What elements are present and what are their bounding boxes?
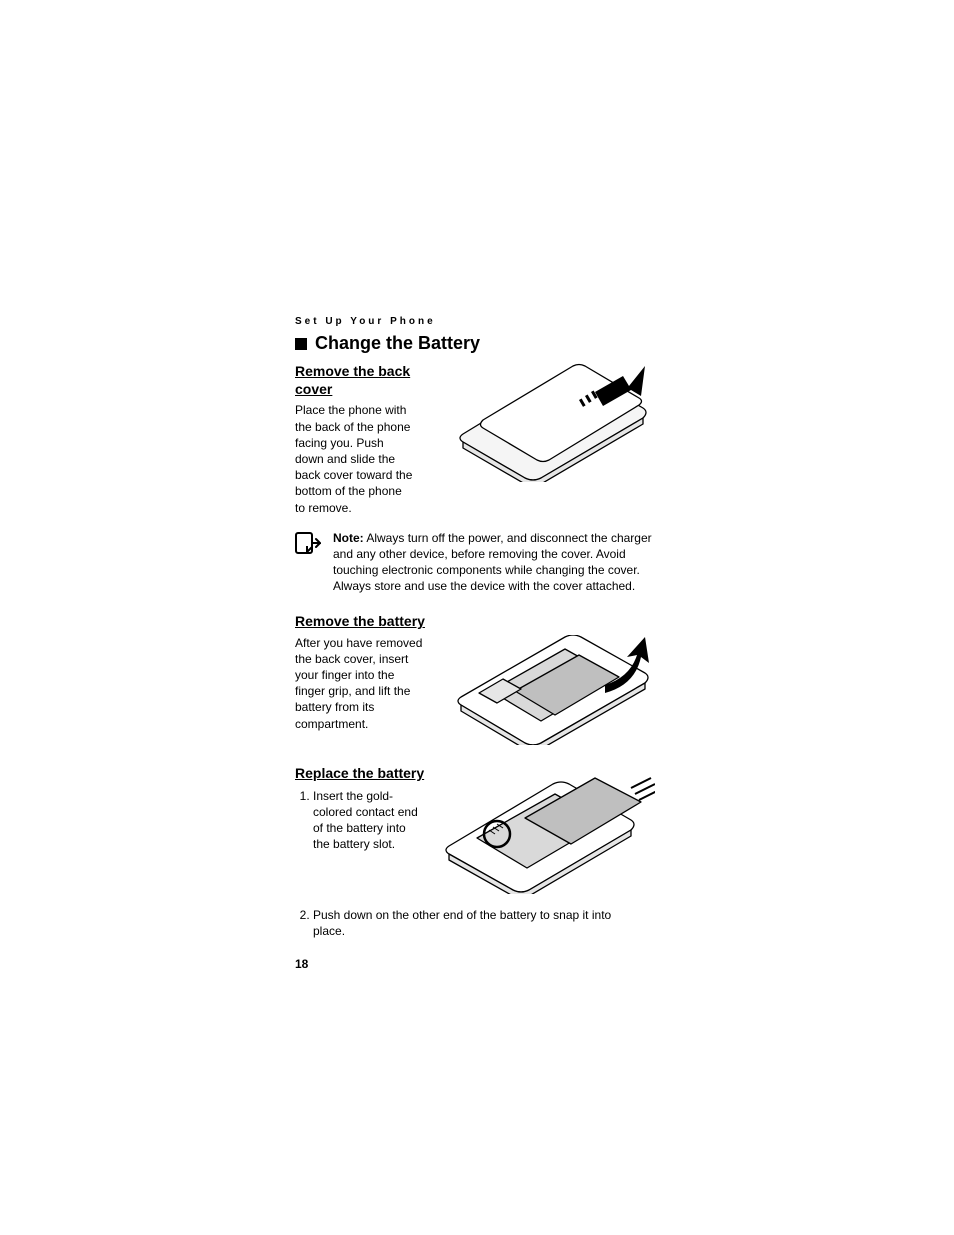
remove-cover-text: Remove the back cover Place the phone wi…	[295, 362, 415, 516]
phone-battery-lift-illustration	[445, 635, 655, 750]
remove-battery-section: After you have removed the back cover, i…	[295, 635, 655, 750]
note-label: Note:	[333, 531, 364, 545]
phone-battery-insert-illustration	[435, 764, 655, 899]
remove-battery-body: After you have removed the back cover, i…	[295, 635, 425, 732]
replace-battery-text: Replace the battery Insert the gold-colo…	[295, 764, 425, 859]
note-section: Note: Always turn off the power, and dis…	[295, 530, 655, 595]
step-2: Push down on the other end of the batter…	[313, 907, 638, 939]
note-text: Note: Always turn off the power, and dis…	[333, 530, 655, 595]
replace-battery-heading: Replace the battery	[295, 764, 425, 782]
replace-battery-steps-cont: Push down on the other end of the batter…	[295, 907, 638, 939]
replace-battery-section: Replace the battery Insert the gold-colo…	[295, 764, 655, 899]
remove-cover-body: Place the phone with the back of the pho…	[295, 402, 415, 515]
page-title: Change the Battery	[315, 333, 480, 354]
remove-cover-section: Remove the back cover Place the phone wi…	[295, 362, 655, 516]
replace-battery-steps: Insert the gold-colored contact end of t…	[295, 788, 425, 853]
square-bullet-icon	[295, 338, 307, 350]
step-1: Insert the gold-colored contact end of t…	[313, 788, 425, 853]
note-icon	[295, 532, 321, 559]
page-number: 18	[295, 957, 655, 971]
section-header: Set Up Your Phone	[295, 316, 655, 327]
remove-battery-text: After you have removed the back cover, i…	[295, 635, 425, 732]
manual-page: Set Up Your Phone Change the Battery Rem…	[295, 316, 655, 971]
remove-cover-heading: Remove the back cover	[295, 362, 415, 398]
remove-battery-heading: Remove the battery	[295, 612, 655, 630]
note-body: Always turn off the power, and disconnec…	[333, 531, 652, 594]
phone-cover-illustration	[445, 362, 655, 487]
title-row: Change the Battery	[295, 333, 655, 354]
